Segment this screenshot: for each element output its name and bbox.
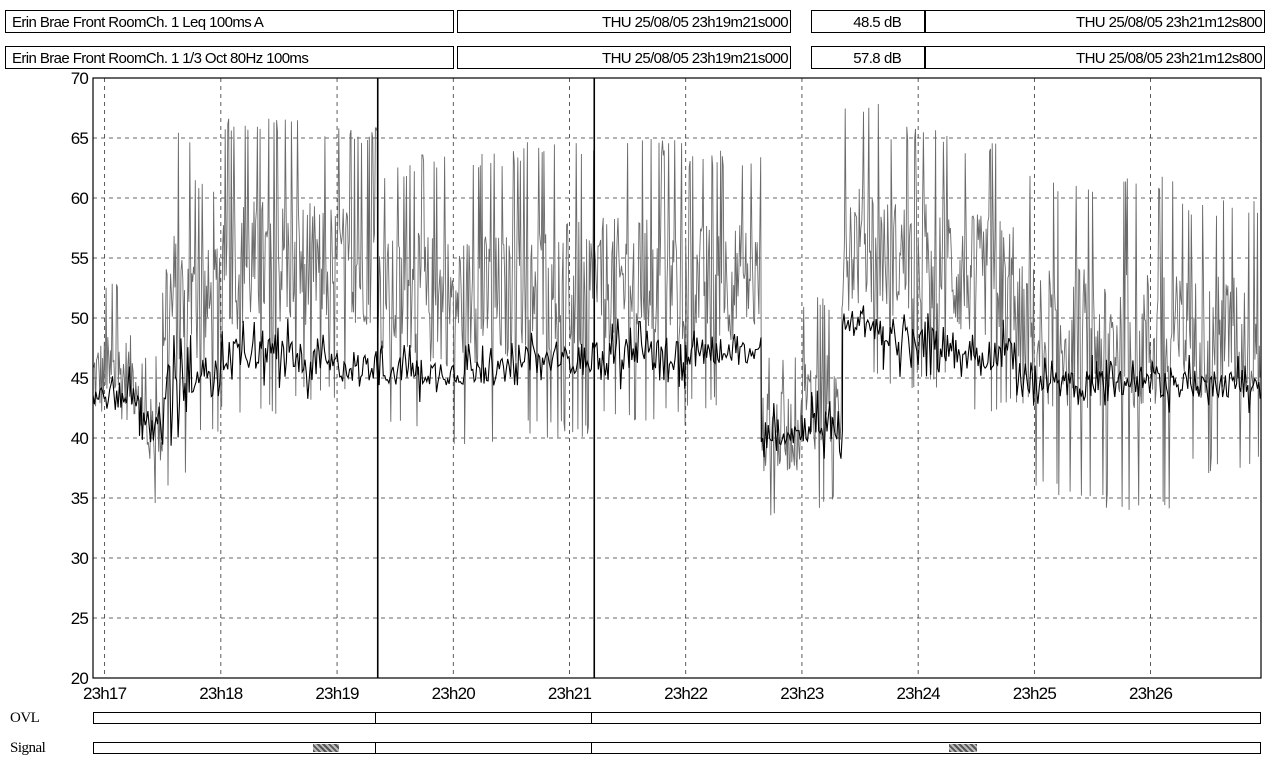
signal-event-2 [949, 744, 977, 752]
signal-event-1 [313, 744, 339, 752]
x-tick-label-5: 23h22 [664, 684, 708, 703]
cursors[interactable] [376, 78, 596, 678]
y-tick-label-8: 60 [71, 189, 89, 208]
level-readout-1: 48.5 dB [811, 10, 925, 33]
data-series [92, 103, 1261, 516]
cursor1-time-2: THU 25/08/05 23h19m21s000 [457, 46, 791, 69]
signal-label: Signal [10, 740, 46, 756]
cursor1-time-1: THU 25/08/05 23h19m21s000 [457, 10, 791, 33]
x-tick-label-4: 23h21 [548, 684, 592, 703]
cursor2-time-2: THU 25/08/05 23h21m12s800 [925, 46, 1265, 69]
signal-cursor-1 [375, 743, 376, 753]
y-tick-label-0: 20 [71, 669, 89, 688]
x-tick-label-8: 23h25 [1013, 684, 1057, 703]
ovl-cursor-2 [591, 713, 592, 723]
y-axis-ticks: 20 25 30 35 40 45 50 55 60 65 70 [71, 69, 89, 688]
level-readout-2: 57.8 dB [811, 46, 925, 69]
channel-name-2: Erin Brae Front RoomCh. 1 1/3 Oct 80Hz 1… [5, 46, 454, 69]
level-unit-2: dB [884, 50, 902, 67]
y-tick-label-3: 35 [71, 489, 89, 508]
signal-bar [93, 742, 1261, 754]
y-tick-label-2: 30 [71, 549, 89, 568]
ovl-cursor-1 [375, 713, 376, 723]
y-tick-label-6: 50 [71, 309, 89, 328]
signal-cursor-2 [591, 743, 592, 753]
level-value-1: 48.5 [853, 14, 880, 31]
y-tick-label-10: 70 [71, 69, 89, 88]
y-tick-label-4: 40 [71, 429, 89, 448]
level-value-2: 57.8 [853, 50, 880, 67]
y-tick-label-7: 55 [71, 249, 89, 268]
y-tick-label-1: 25 [71, 609, 89, 628]
x-tick-label-7: 23h24 [897, 684, 941, 703]
channel-name-1: Erin Brae Front RoomCh. 1 Leq 100ms A [5, 10, 454, 33]
y-tick-label-9: 65 [71, 129, 89, 148]
x-axis-ticks: 23h17 23h18 23h19 23h20 23h21 23h22 23h23 23h24… [83, 684, 1173, 703]
plot-area-frame [92, 77, 1262, 679]
level-unit-1: dB [884, 14, 902, 31]
x-tick-label-3: 23h20 [432, 684, 476, 703]
x-tick-label-0: 23h17 [83, 684, 127, 703]
ovl-bar [93, 712, 1261, 724]
ovl-label: OVL [10, 710, 40, 726]
cursor2-time-1: THU 25/08/05 23h21m12s800 [925, 10, 1265, 33]
series-line-0 [92, 103, 1261, 516]
y-tick-label-5: 45 [71, 369, 89, 388]
series-line-1 [92, 305, 1261, 459]
x-tick-label-1: 23h18 [199, 684, 243, 703]
x-tick-label-2: 23h19 [315, 684, 359, 703]
x-tick-label-6: 23h23 [780, 684, 824, 703]
x-tick-label-9: 23h26 [1129, 684, 1173, 703]
